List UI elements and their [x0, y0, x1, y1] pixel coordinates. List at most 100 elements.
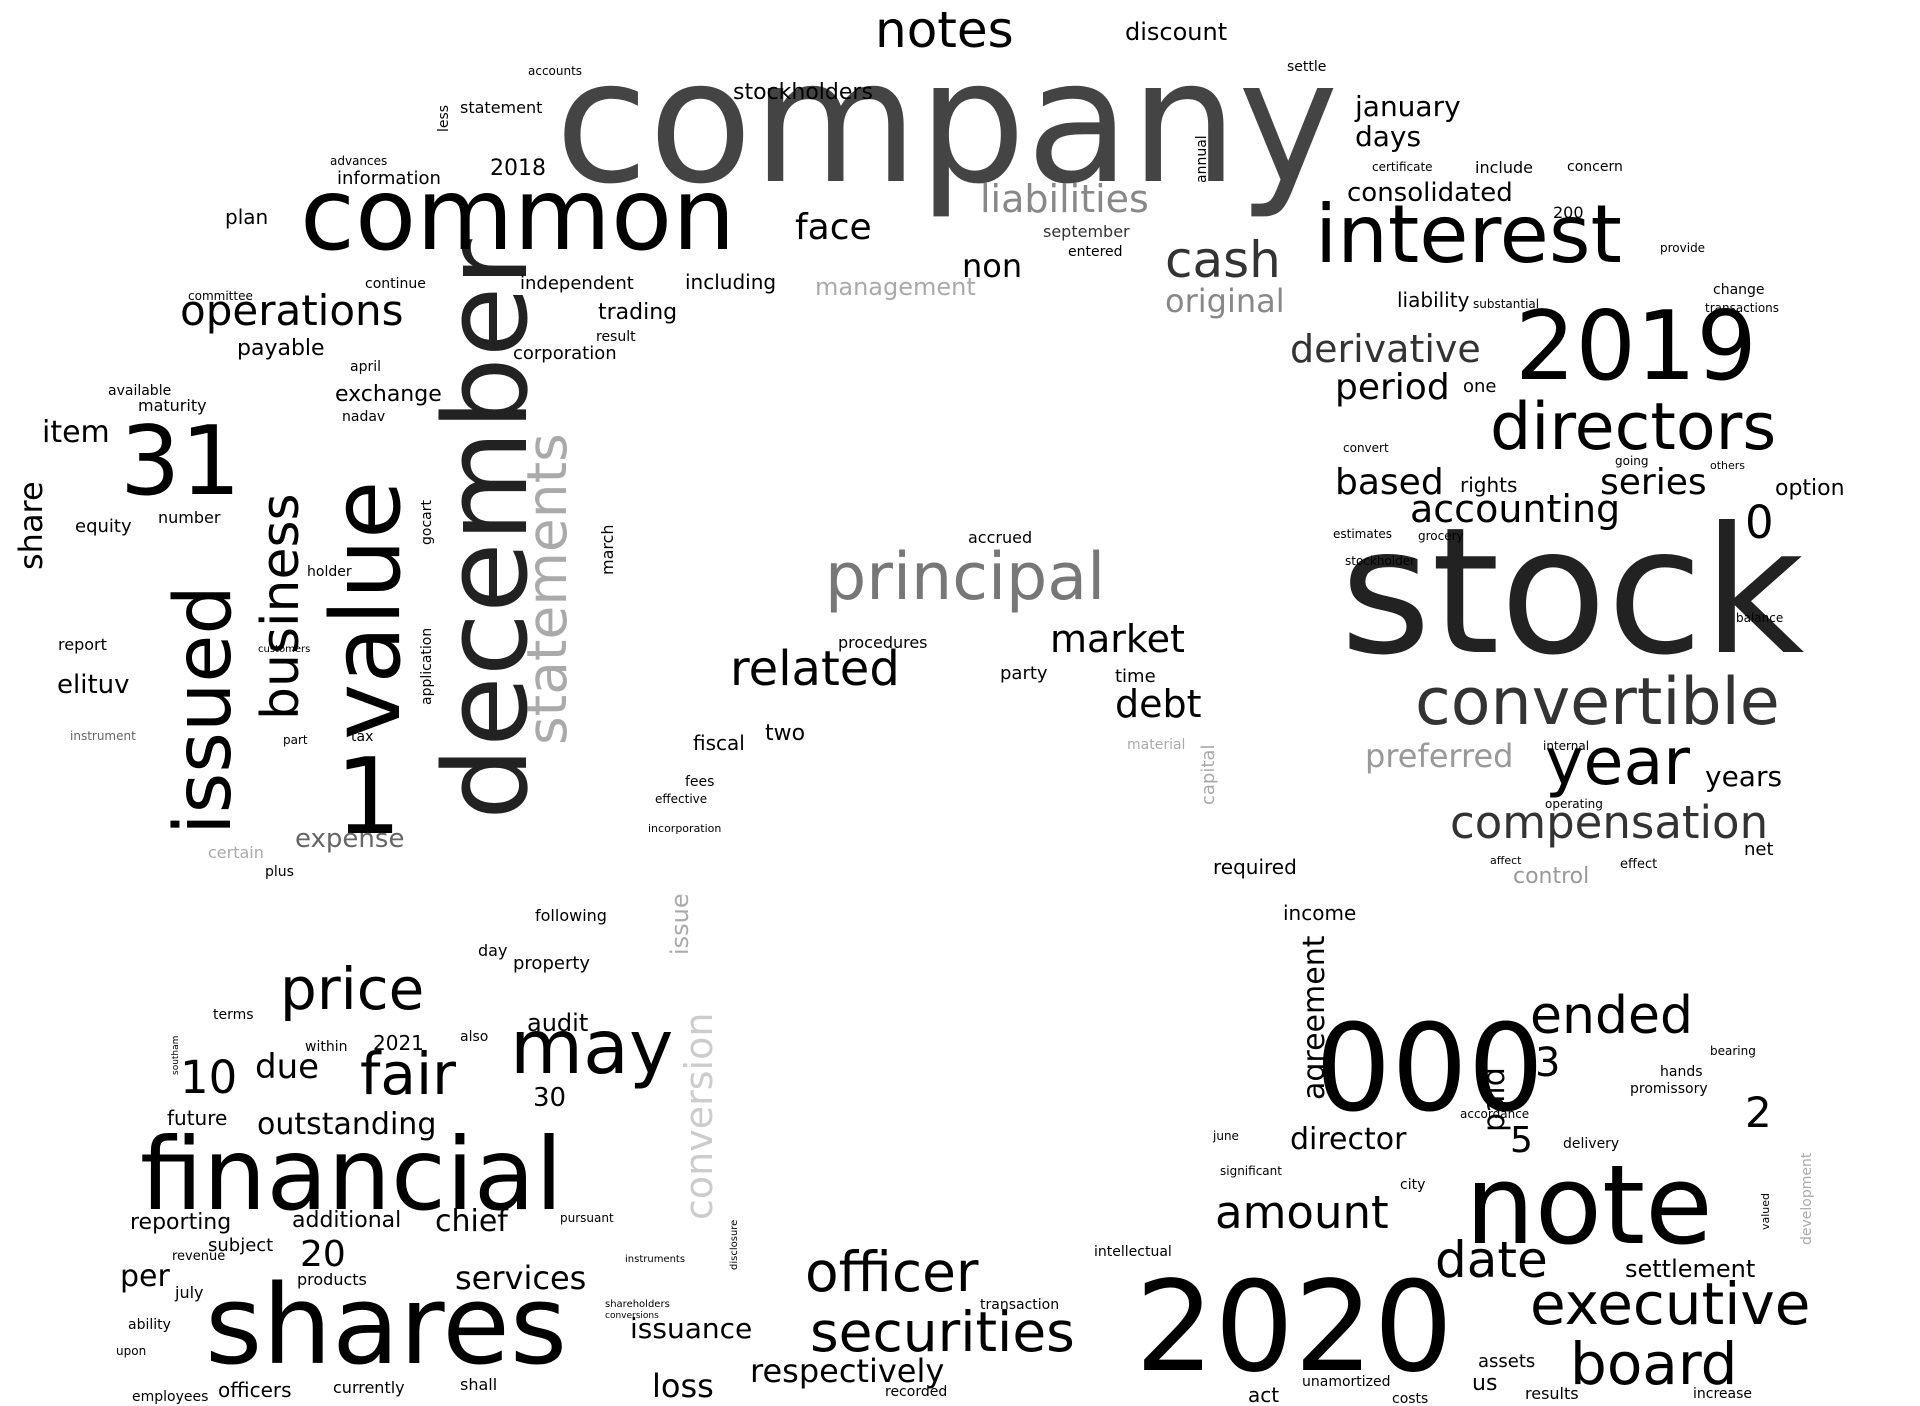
cloud-word-required: required — [1213, 855, 1297, 879]
cloud-word-instrument: instrument — [70, 729, 136, 743]
cloud-word-accounts: accounts — [528, 64, 583, 78]
cloud-word-increase: increase — [1693, 1386, 1753, 1402]
cloud-word-april: april — [350, 359, 382, 375]
cloud-word-less: less — [436, 104, 452, 132]
cloud-word-city: city — [1400, 1177, 1426, 1193]
cloud-word-transactions: transactions — [1705, 301, 1780, 315]
cloud-word-currently: currently — [333, 1378, 405, 1397]
cloud-word-promissory: promissory — [1630, 1081, 1708, 1097]
cloud-word-date: date — [1435, 1231, 1548, 1289]
cloud-word-disclosure: disclosure — [729, 1219, 740, 1270]
cloud-word-period: period — [1335, 367, 1450, 408]
cloud-word-convert: convert — [1343, 441, 1389, 455]
cloud-word-original: original — [1165, 282, 1285, 320]
cloud-word-part: part — [283, 733, 308, 747]
cloud-word-property: property — [513, 953, 591, 974]
cloud-word-officers: officers — [218, 1378, 292, 1402]
cloud-word-equity: equity — [75, 516, 132, 537]
cloud-word-accordance: accordance — [1460, 1107, 1530, 1121]
cloud-word-time: time — [1115, 666, 1156, 687]
cloud-word-2021: 2021 — [373, 1031, 424, 1055]
cloud-word-advances: advances — [330, 154, 388, 168]
cloud-word-independent: independent — [520, 273, 634, 294]
cloud-word-2: 2 — [1745, 1088, 1772, 1137]
cloud-word-estimates: estimates — [1333, 527, 1393, 541]
cloud-word-31: 31 — [120, 407, 241, 517]
cloud-word-internal: internal — [1543, 739, 1590, 753]
cloud-word-may: may — [510, 1003, 674, 1091]
cloud-word-2020: 2020 — [1135, 1255, 1454, 1400]
cloud-word-balance: balance — [1736, 611, 1784, 625]
cloud-word-share: share — [12, 481, 50, 570]
cloud-word-accrued: accrued — [968, 528, 1033, 547]
cloud-word-recorded: recorded — [885, 1384, 948, 1400]
cloud-word-southam: southam — [171, 1035, 181, 1075]
cloud-word-unamortized: unamortized — [1302, 1374, 1391, 1390]
cloud-word-certain: certain — [208, 843, 264, 862]
cloud-word-substantial: substantial — [1473, 297, 1540, 311]
cloud-word-effective: effective — [655, 792, 708, 806]
cloud-word-face: face — [795, 207, 872, 248]
cloud-word-director: director — [1290, 1122, 1407, 1157]
cloud-word-delivery: delivery — [1563, 1136, 1620, 1152]
cloud-word-notes: notes — [875, 1, 1014, 59]
cloud-word-preferred: preferred — [1365, 737, 1514, 775]
cloud-word-days: days — [1355, 120, 1422, 153]
cloud-word-operating: operating — [1545, 797, 1603, 811]
cloud-word-stockholder: stockholder — [1345, 554, 1416, 568]
cloud-word-officer: officer — [805, 1240, 979, 1304]
cloud-word-statements: statements — [515, 433, 579, 745]
cloud-word-000: 000 — [1315, 1000, 1545, 1139]
cloud-word-others: others — [1710, 459, 1746, 472]
cloud-word-per: per — [120, 1259, 170, 1294]
cloud-word-item: item — [42, 415, 110, 450]
cloud-word-chief: chief — [435, 1204, 508, 1239]
cloud-word-ability: ability — [128, 1317, 171, 1333]
cloud-word-march: march — [598, 524, 617, 575]
cloud-word-nadav: nadav — [342, 409, 386, 425]
cloud-word-include: include — [1475, 158, 1533, 177]
cloud-word-annual: annual — [1194, 135, 1210, 183]
cloud-word-january: january — [1355, 90, 1461, 123]
cloud-word-assets: assets — [1478, 1351, 1536, 1372]
cloud-word-following: following — [535, 906, 607, 925]
cloud-word-liabilities: liabilities — [980, 177, 1149, 221]
cloud-word-settle: settle — [1287, 59, 1327, 75]
cloud-word-price: price — [280, 955, 425, 1023]
cloud-word-based: based — [1335, 462, 1444, 503]
cloud-word-discount: discount — [1125, 18, 1228, 46]
cloud-word-instruments: instruments — [625, 1254, 686, 1265]
cloud-word-us: us — [1472, 1371, 1498, 1396]
cloud-word-effect: effect — [1620, 857, 1658, 872]
cloud-word-20: 20 — [300, 1234, 346, 1275]
cloud-word-change: change — [1713, 282, 1765, 298]
cloud-word-affect: affect — [1490, 854, 1522, 867]
cloud-word-agreement: agreement — [1297, 935, 1332, 1100]
cloud-word-year: year — [1545, 725, 1691, 800]
cloud-word-shall: shall — [460, 1375, 498, 1394]
cloud-word-day: day — [478, 941, 508, 960]
cloud-word-subject: subject — [208, 1235, 274, 1256]
cloud-word-audit: audit — [527, 1009, 589, 1037]
cloud-word-significant: significant — [1220, 1164, 1282, 1178]
cloud-word-interest: interest — [1315, 188, 1622, 281]
cloud-word-entered: entered — [1068, 244, 1123, 260]
cloud-word-business: business — [251, 493, 311, 720]
cloud-word-settlement: settlement — [1625, 1255, 1756, 1283]
cloud-word-results: results — [1525, 1384, 1579, 1403]
cloud-word-due: due — [255, 1047, 320, 1087]
cloud-word-convertible: convertible — [1415, 665, 1780, 740]
cloud-word-operations: operations — [180, 286, 404, 335]
cloud-word-employees: employees — [132, 1389, 209, 1405]
cloud-word-management: management — [815, 273, 976, 301]
cloud-word-information: information — [337, 168, 441, 189]
cloud-word-grocery: grocery — [1418, 529, 1464, 543]
cloud-word-holder: holder — [307, 564, 352, 580]
cloud-word-gocart: gocart — [419, 500, 435, 545]
cloud-word-hands: hands — [1660, 1064, 1703, 1080]
cloud-word-july: july — [175, 1283, 204, 1302]
cloud-word-note: note — [1465, 1141, 1713, 1269]
cloud-word-5: 5 — [1510, 1120, 1533, 1161]
cloud-word-conversions: conversions — [605, 1311, 659, 1321]
